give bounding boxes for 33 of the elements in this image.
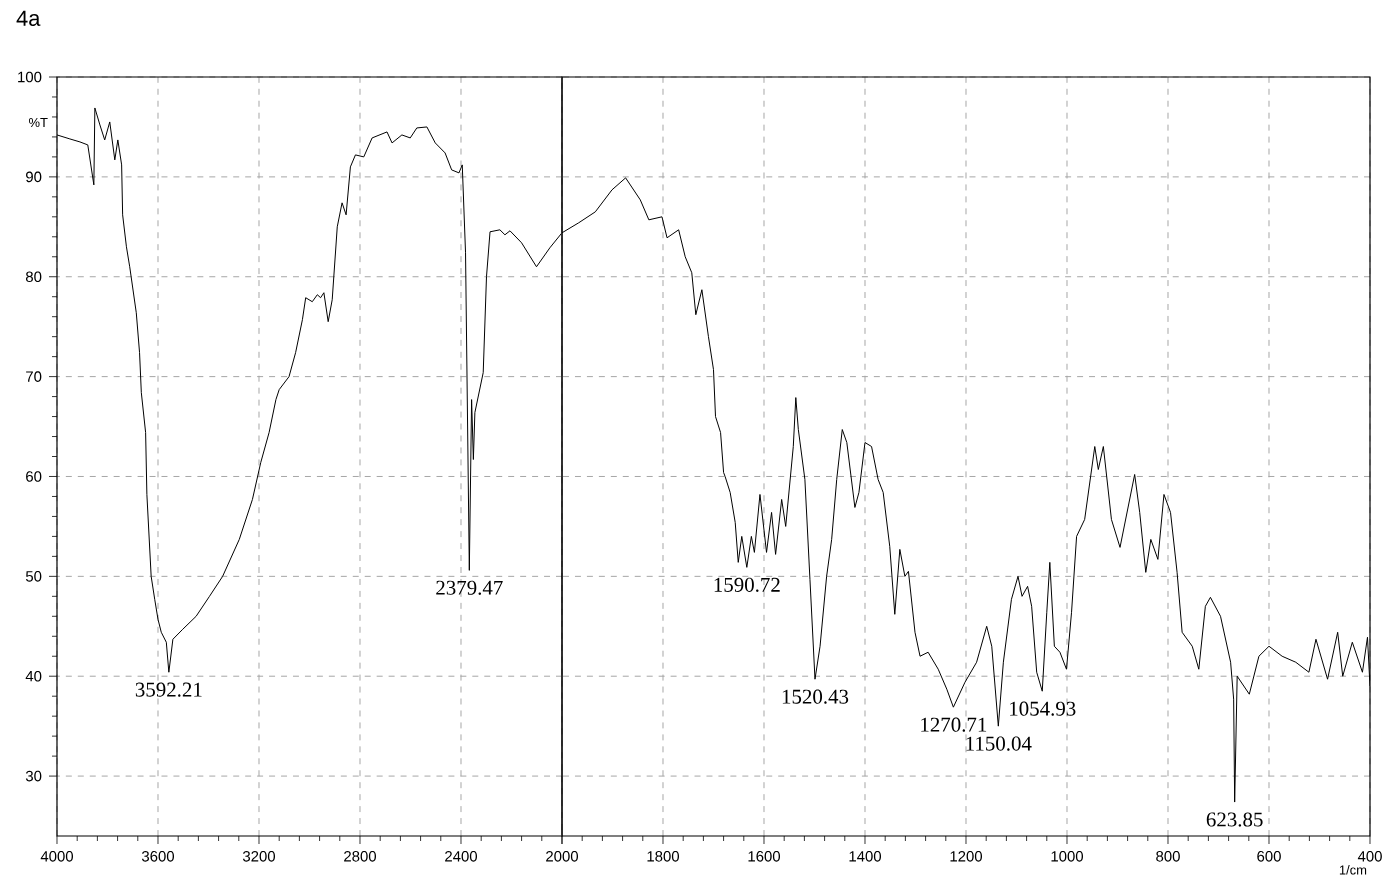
x-tick-label: 1800 [647, 851, 680, 862]
annotation: 1150.04 [966, 736, 1032, 751]
annotation: 1054.93 [1010, 701, 1076, 716]
annotation: 623.85 [1206, 812, 1263, 827]
x-tick-label: 800 [1156, 851, 1180, 862]
x-tick-label: 1400 [849, 851, 882, 862]
chart-title: 4a [16, 10, 41, 27]
y-tick-label: 30 [25, 770, 42, 782]
x-tick-label: 2000 [546, 851, 579, 862]
y-tick-label: 90 [26, 171, 42, 183]
y-tick-label: 50 [25, 571, 42, 582]
x-axis-title: 1/cm [1339, 865, 1367, 875]
x-tick-label: 600 [1257, 851, 1281, 862]
x-tick-label: 3200 [242, 851, 276, 862]
annotation: 1270.71 [921, 717, 987, 732]
annotation: 1590.72 [714, 577, 780, 592]
y-tick-label: 60 [26, 471, 42, 482]
x-tick-label: 1200 [950, 851, 983, 862]
x-tick-label: 4000 [40, 851, 74, 862]
x-tick-label: 1000 [1051, 851, 1084, 862]
x-tick-label: 2400 [445, 851, 478, 862]
x-tick-label: 1600 [748, 851, 781, 862]
x-tick-label: 2800 [344, 851, 377, 862]
y-tick-label: 80 [25, 271, 42, 283]
annotation: 1520.43 [782, 689, 849, 704]
y-tick-label: 100 [18, 71, 42, 83]
annotation: 2379.47 [436, 580, 503, 595]
annotation: 3592.21 [135, 682, 202, 697]
y-axis-title: %T [28, 118, 48, 128]
x-tick-label: 3600 [141, 851, 175, 862]
x-tick-label: 400 [1357, 851, 1382, 862]
y-tick-label: 40 [25, 670, 42, 682]
y-tick-label: 70 [26, 371, 42, 382]
